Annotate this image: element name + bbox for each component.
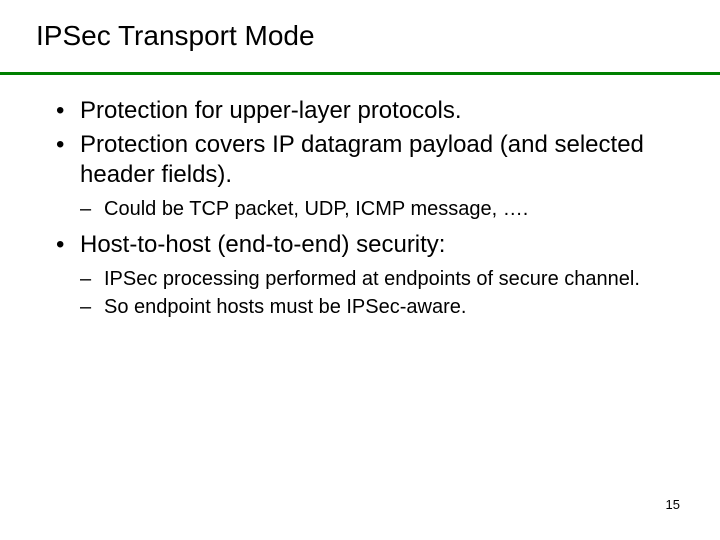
sub-bullet-text: Could be TCP packet, UDP, ICMP message, …	[104, 198, 528, 220]
bullet-item: Protection covers IP datagram payload (a…	[56, 130, 684, 222]
sub-bullet-item: So endpoint hosts must be IPSec-aware.	[80, 294, 684, 320]
sub-bullet-list: IPSec processing performed at endpoints …	[80, 266, 684, 320]
bullet-item: Host-to-host (end-to-end) security: IPSe…	[56, 230, 684, 320]
bullet-text: Protection for upper-layer protocols.	[80, 97, 462, 124]
title-divider	[0, 72, 720, 75]
sub-bullet-item: IPSec processing performed at endpoints …	[80, 266, 684, 292]
sub-bullet-list: Could be TCP packet, UDP, ICMP message, …	[80, 196, 684, 222]
slide-title: IPSec Transport Mode	[36, 20, 684, 52]
bullet-text: Host-to-host (end-to-end) security:	[80, 231, 445, 258]
sub-bullet-text: IPSec processing performed at endpoints …	[104, 268, 640, 290]
page-number: 15	[666, 497, 680, 512]
bullet-item: Protection for upper-layer protocols.	[56, 96, 684, 126]
sub-bullet-item: Could be TCP packet, UDP, ICMP message, …	[80, 196, 684, 222]
bullet-list: Protection for upper-layer protocols. Pr…	[56, 96, 684, 320]
slide: IPSec Transport Mode Protection for uppe…	[0, 0, 720, 540]
bullet-text: Protection covers IP datagram payload (a…	[80, 131, 644, 188]
sub-bullet-text: So endpoint hosts must be IPSec-aware.	[104, 296, 466, 318]
slide-content: Protection for upper-layer protocols. Pr…	[36, 96, 684, 320]
